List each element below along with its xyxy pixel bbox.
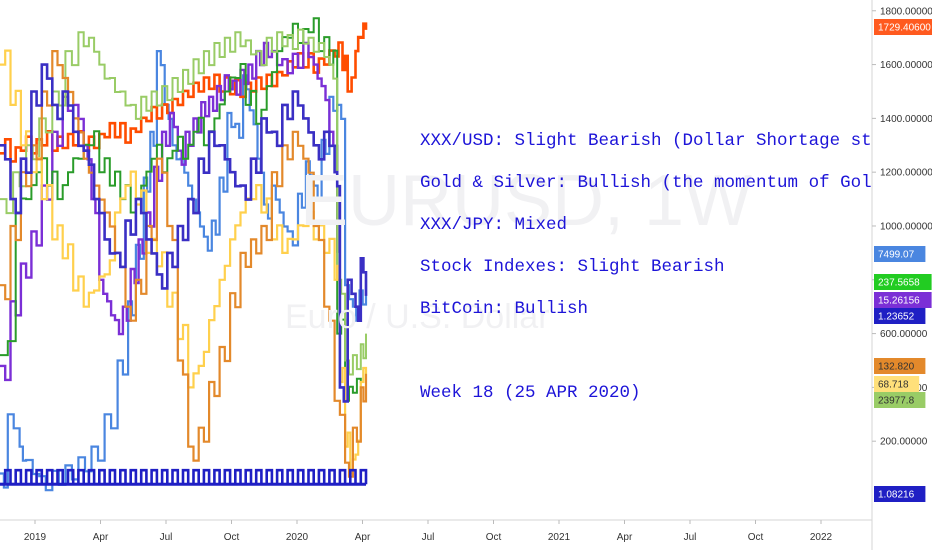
- price-label-badges: 1729.40600 7499.07 237.5658 15.26156 1.23652…: [874, 19, 932, 502]
- y-tick-label: 1000.00000: [880, 221, 932, 232]
- price-badge-bg: [874, 292, 932, 308]
- x-tick-label: Oct: [486, 532, 502, 543]
- price-badge-bg: [874, 308, 926, 324]
- y-tick-label: 1800.00000: [880, 6, 932, 17]
- price-badge-label: 237.5658: [878, 278, 920, 289]
- x-tick-label: 2022: [810, 532, 833, 543]
- price-badge-label: 7499.07: [878, 250, 915, 261]
- series-line[interactable]: [0, 28, 367, 376]
- x-tick-label: Jul: [684, 532, 697, 543]
- y-tick-label: 200.00000: [880, 437, 928, 448]
- series-line[interactable]: [0, 50, 368, 478]
- price-badge: 237.5658: [874, 274, 932, 290]
- price-badge-bg: [874, 376, 920, 392]
- watermark-description: Euro / U.S. Dollar: [285, 298, 550, 336]
- price-badge-bg: [874, 486, 926, 502]
- x-tick-label: 2019: [24, 532, 47, 543]
- x-tick-label: Oct: [748, 532, 764, 543]
- series-line[interactable]: [0, 49, 368, 475]
- price-badge-label: 15.26156: [878, 296, 920, 307]
- price-badge-label: 1.08216: [878, 490, 915, 501]
- price-badge: 68.718: [874, 376, 920, 392]
- price-badge-bg: [874, 274, 932, 290]
- price-badge: 23977.8: [874, 392, 926, 408]
- x-tick-label: 2020: [286, 532, 309, 543]
- price-badge-label: 68.718: [878, 380, 909, 391]
- price-badge-bg: [874, 246, 926, 262]
- x-tick-label: Jul: [422, 532, 435, 543]
- price-badge-label: 1.23652: [878, 312, 915, 323]
- x-tick-label: Apr: [355, 532, 371, 543]
- series-line[interactable]: [0, 63, 368, 403]
- price-badge: 1729.40600: [874, 19, 932, 35]
- y-tick-label: 1400.00000: [880, 114, 932, 125]
- price-badge-label: 23977.8: [878, 396, 915, 407]
- y-tick-label: 1600.00000: [880, 60, 932, 71]
- price-badge: 1.08216: [874, 486, 926, 502]
- price-badge-bg: [874, 19, 932, 35]
- price-badge: 15.26156: [874, 292, 932, 308]
- price-badge: 7499.07: [874, 246, 926, 262]
- watermark-symbol: EURUSD, 1W: [300, 161, 753, 241]
- x-tick-label: Apr: [93, 532, 109, 543]
- y-tick-label: 1200.00000: [880, 168, 932, 179]
- time-axis[interactable]: 2019 Apr Jul Oct 2020 Apr Jul Oct 2021 Apr Jul Oct 2…: [24, 520, 833, 543]
- y-tick-label: 600.00000: [880, 329, 928, 340]
- x-tick-label: Oct: [224, 532, 240, 543]
- price-badge: 132.820: [874, 358, 926, 374]
- price-badge: 1.23652: [874, 308, 926, 324]
- price-badge-label: 132.820: [878, 362, 915, 373]
- x-tick-label: 2021: [548, 532, 571, 543]
- price-badge-label: 1729.40600: [878, 23, 931, 34]
- price-badge-bg: [874, 392, 926, 408]
- x-tick-label: Apr: [617, 532, 633, 543]
- price-badge-bg: [874, 358, 926, 374]
- x-tick-label: Jul: [160, 532, 173, 543]
- plot-area[interactable]: [0, 17, 368, 492]
